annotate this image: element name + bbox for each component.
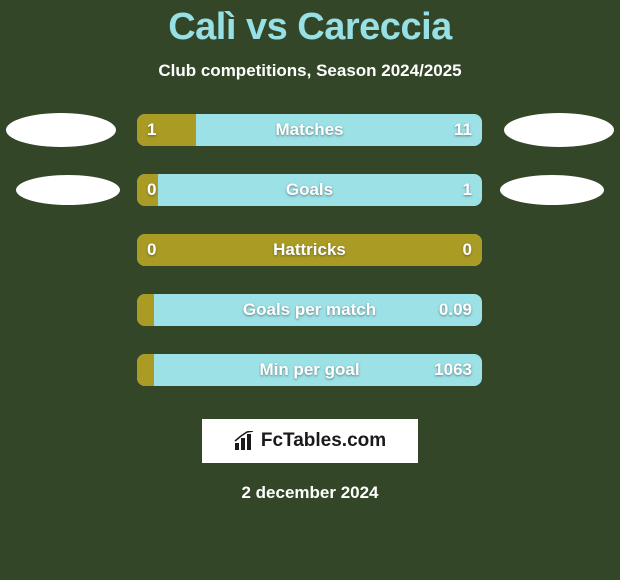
stat-bar: 1Matches11 bbox=[137, 114, 482, 146]
stat-right-value: 11 bbox=[454, 120, 472, 140]
stat-label: Hattricks bbox=[137, 240, 482, 260]
stat-bar: Goals per match0.09 bbox=[137, 294, 482, 326]
player-marker-right bbox=[504, 113, 614, 147]
stat-bar: Min per goal1063 bbox=[137, 354, 482, 386]
bars-icon bbox=[234, 431, 256, 451]
player-marker-right bbox=[500, 175, 604, 205]
stat-label: Min per goal bbox=[137, 360, 482, 380]
stat-right-value: 0.09 bbox=[439, 300, 472, 320]
stats-container: 1Matches110Goals10Hattricks0Goals per ma… bbox=[0, 107, 620, 393]
logo-box: FcTables.com bbox=[202, 419, 418, 463]
stat-row: Min per goal1063 bbox=[0, 347, 620, 393]
subtitle: Club competitions, Season 2024/2025 bbox=[0, 61, 620, 81]
stat-row: 0Goals1 bbox=[0, 167, 620, 213]
logo-text: FcTables.com bbox=[261, 430, 386, 452]
footer-date: 2 december 2024 bbox=[0, 483, 620, 503]
stat-label: Goals per match bbox=[137, 300, 482, 320]
page-title: Calì vs Careccia bbox=[0, 0, 620, 49]
stat-right-value: 1 bbox=[463, 180, 472, 200]
player-marker-left bbox=[16, 175, 120, 205]
stat-label: Matches bbox=[137, 120, 482, 140]
stat-row: 0Hattricks0 bbox=[0, 227, 620, 273]
stat-bar: 0Hattricks0 bbox=[137, 234, 482, 266]
stat-right-value: 1063 bbox=[434, 360, 472, 380]
stat-label: Goals bbox=[137, 180, 482, 200]
stat-bar: 0Goals1 bbox=[137, 174, 482, 206]
stat-right-value: 0 bbox=[463, 240, 472, 260]
player-marker-left bbox=[6, 113, 116, 147]
stat-row: Goals per match0.09 bbox=[0, 287, 620, 333]
stat-row: 1Matches11 bbox=[0, 107, 620, 153]
